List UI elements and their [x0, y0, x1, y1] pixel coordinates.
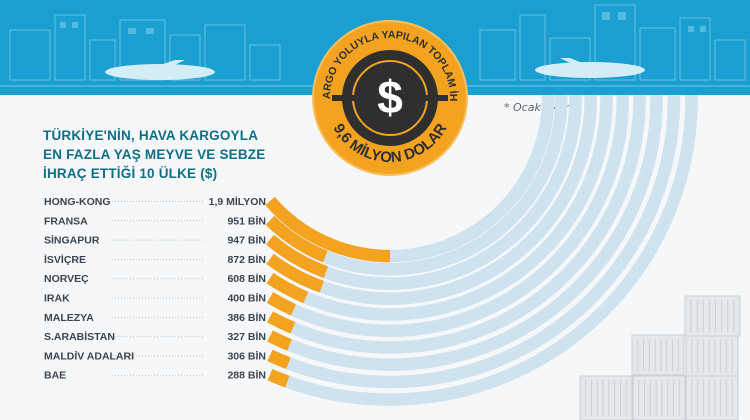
bar-8 — [267, 349, 291, 370]
bar-track — [266, 94, 630, 338]
bar-track — [266, 94, 613, 321]
country-label: SİNGAPUR — [44, 234, 100, 247]
country-label: MALDİV ADALARI — [44, 349, 134, 362]
cargo-container-3 — [579, 375, 633, 420]
country-label: FRANSA — [44, 215, 88, 227]
country-label: HONG-KONG — [44, 196, 111, 208]
country-label: IRAK — [44, 293, 70, 305]
country-label: BAE — [44, 370, 66, 382]
bar-2 — [265, 234, 329, 279]
total-exports-badge: $HAVA KARGO YOLUYLA YAPILAN TOPLAM İHRAC… — [0, 0, 468, 176]
bar-track — [267, 94, 646, 354]
bar-1 — [265, 215, 328, 263]
cargo-container-2 — [685, 335, 739, 377]
bar-9 — [267, 368, 290, 388]
cargo-container-1 — [631, 334, 685, 376]
cargo-container-0 — [684, 295, 741, 337]
bar-3 — [266, 253, 325, 293]
title-line-1: TÜRKİYE'NİN, HAVA KARGOYLA — [43, 128, 259, 143]
value-label: 951 BİN — [227, 214, 266, 227]
cargo-container-5 — [685, 375, 739, 420]
country-label: S.ARABİSTAN — [44, 330, 115, 343]
bar-track — [267, 94, 681, 389]
bar-0 — [265, 196, 391, 263]
bar-track — [266, 94, 597, 305]
bar-6 — [266, 311, 296, 334]
cargo-container-4 — [632, 375, 686, 420]
country-label: NORVEÇ — [44, 273, 89, 285]
value-label: 400 BİN — [227, 292, 266, 305]
value-label: 288 BİN — [227, 369, 266, 382]
bar-4 — [266, 272, 309, 304]
title-line-2: EN FAZLA YAŞ MEYVE VE SEBZE — [43, 147, 266, 162]
bar-7 — [267, 330, 292, 351]
value-label: 327 BİN — [227, 330, 266, 343]
country-label: İSVİÇRE — [44, 253, 86, 266]
value-label: 1,9 MİLYON — [209, 195, 266, 208]
value-label: 386 BİN — [227, 311, 266, 324]
value-label: 306 BİN — [227, 349, 266, 362]
title-line-3: İHRAÇ ETTİĞİ 10 ÜLKE ($) — [43, 166, 218, 181]
chart-title: TÜRKİYE'NİN, HAVA KARGOYLA EN FAZLA YAŞ … — [43, 126, 273, 183]
dollar-icon: $ — [377, 71, 403, 123]
country-label: MALEZYA — [44, 312, 94, 324]
bar-5 — [266, 292, 297, 316]
bar-track — [267, 94, 663, 371]
value-label: 947 BİN — [227, 234, 266, 247]
bar-track — [267, 94, 698, 406]
value-label: 872 BİN — [227, 253, 266, 266]
value-label: 608 BİN — [227, 272, 266, 285]
